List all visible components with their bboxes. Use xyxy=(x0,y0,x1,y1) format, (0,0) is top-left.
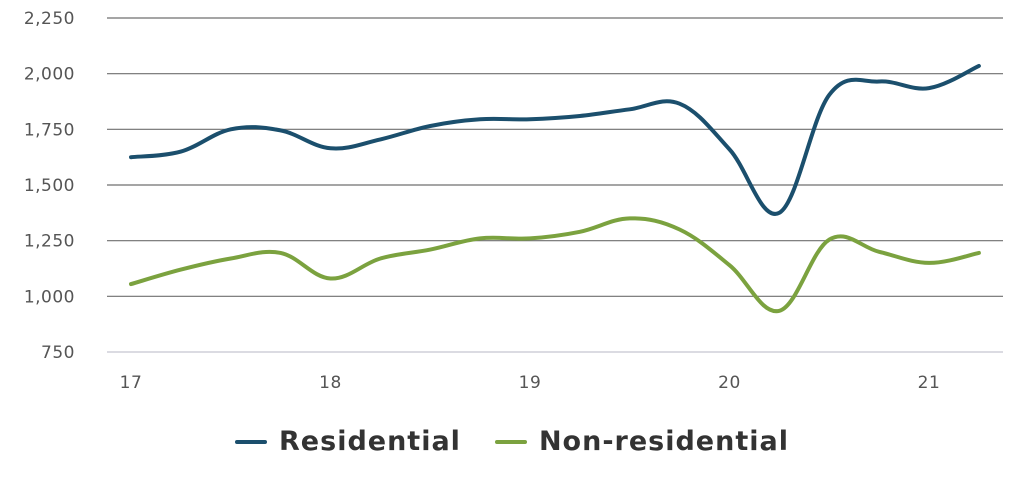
series-line-non-residential xyxy=(129,216,981,313)
legend-item-residential: Residential xyxy=(235,426,461,457)
y-axis-tick-labels: 750 1,000 1,250 1,500 1,750 2,000 2,250 xyxy=(24,9,75,363)
legend-label-residential: Residential xyxy=(279,426,461,457)
y-tick-label-2250: 2,250 xyxy=(24,9,75,29)
y-tick-label-750: 750 xyxy=(41,343,75,363)
y-tick-label-1000: 1,000 xyxy=(24,287,75,307)
grid-lines xyxy=(107,17,1003,353)
y-tick-label-1250: 1,250 xyxy=(24,232,75,252)
legend-swatch-residential xyxy=(235,439,268,444)
x-tick-label-17: 17 xyxy=(120,373,143,393)
series-line-residential xyxy=(129,63,981,216)
chart-legend: Residential Non-residential xyxy=(0,426,1024,457)
x-tick-label-18: 18 xyxy=(319,373,342,393)
y-tick-label-2000: 2,000 xyxy=(24,65,75,85)
line-chart: 750 1,000 1,250 1,500 1,750 2,000 2,250 17 18 19… xyxy=(24,9,1003,393)
x-tick-label-21: 21 xyxy=(918,373,941,393)
legend-swatch-non-residential xyxy=(494,439,527,444)
x-tick-label-20: 20 xyxy=(718,373,741,393)
legend-item-non-residential: Non-residential xyxy=(494,426,789,457)
x-tick-label-19: 19 xyxy=(519,373,542,393)
series-lines xyxy=(129,63,981,313)
y-tick-label-1750: 1,750 xyxy=(24,120,75,140)
x-axis-tick-labels: 17 18 19 20 21 xyxy=(120,373,941,393)
legend-label-non-residential: Non-residential xyxy=(538,426,789,457)
y-tick-label-1500: 1,500 xyxy=(24,176,75,196)
